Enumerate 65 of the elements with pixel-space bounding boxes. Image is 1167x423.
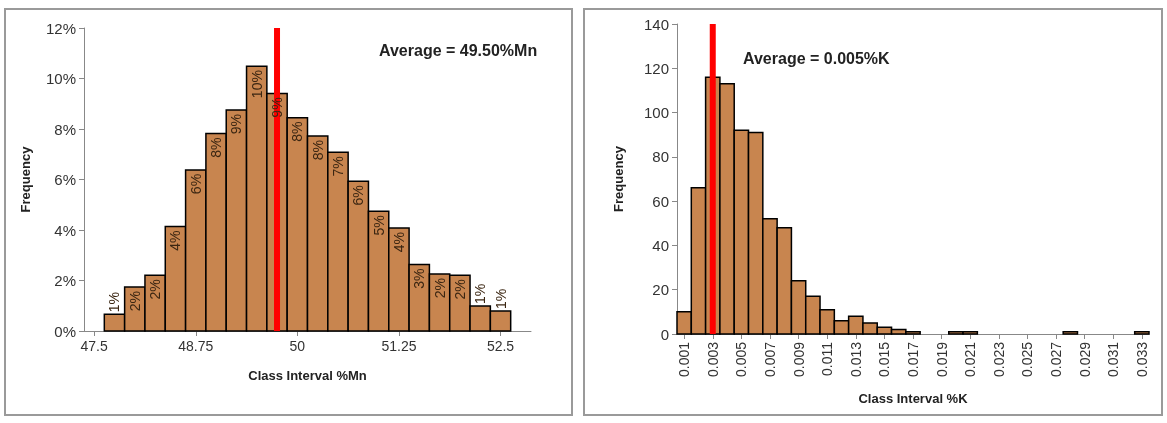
data-label: 2% [431, 277, 448, 299]
data-label: 2% [147, 279, 164, 300]
x-tick-label: 0.025 [1019, 341, 1036, 378]
data-label: 1% [106, 292, 123, 313]
x-tick-label: 0.031 [1105, 341, 1122, 378]
y-tick-label: 20 [652, 281, 669, 299]
x-tick-label: 0.023 [990, 341, 1007, 378]
x-tick-label: 0.011 [819, 341, 836, 376]
y-tick-label: 4% [54, 221, 76, 239]
x-tick-label: 0.033 [1133, 341, 1150, 378]
data-label: 2% [126, 291, 143, 312]
y-tick-label: 12% [45, 19, 76, 37]
x-tick-label: 48.75 [178, 338, 214, 354]
x-tick-label: 0.007 [761, 341, 778, 378]
data-label: 2% [451, 279, 468, 300]
y-tick-label: 140 [643, 15, 669, 33]
x-tick-label: 0.017 [905, 341, 921, 378]
x-tick-label: 0.005 [733, 341, 750, 378]
data-label: 5% [370, 215, 387, 236]
y-tick-label: 40 [652, 236, 669, 254]
data-label: 8% [208, 137, 225, 158]
x-tick-label: 47.5 [80, 338, 108, 354]
y-tick-label: 80 [652, 148, 669, 166]
data-label: 4% [390, 231, 407, 253]
x-axis-title: Class Interval %Mn [248, 368, 367, 383]
x-tick-label: 0.015 [876, 341, 893, 378]
x-tick-label: 50 [289, 338, 306, 354]
y-tick-label: 10% [45, 70, 76, 87]
y-tick-label: 8% [54, 120, 76, 138]
x-tick-label: 0.003 [704, 341, 721, 378]
x-tick-label: 0.027 [1048, 341, 1065, 378]
data-label: 3% [411, 268, 428, 289]
x-tick-label: 51.25 [381, 338, 417, 354]
y-tick-label: 120 [643, 59, 669, 77]
data-label: 9% [228, 114, 245, 135]
x-tick-label: 0.013 [847, 341, 864, 378]
x-tick-label: 0.009 [790, 341, 807, 378]
y-tick-label: 60 [652, 192, 669, 210]
x-axis-title: Class Interval %K [858, 391, 969, 406]
y-tick-label: 0 [660, 325, 669, 343]
y-tick-label: 2% [54, 272, 76, 289]
data-label: 10% [248, 70, 265, 99]
data-label: 6% [187, 173, 204, 195]
data-label: 8% [289, 121, 306, 142]
x-tick-label: 0.021 [962, 341, 979, 378]
y-tick-label: 6% [54, 171, 76, 188]
y-axis-title: Frequency [611, 145, 626, 212]
data-label: 1% [472, 283, 489, 304]
annotation: Average = 49.50%Mn [379, 41, 538, 59]
x-tick-label: 0.029 [1076, 341, 1093, 378]
data-label: 8% [309, 140, 326, 161]
bar [1133, 331, 1150, 335]
x-tick-label: 0.019 [933, 341, 950, 378]
annotation: Average = 0.005%K [743, 49, 891, 67]
y-tick-label: 100 [643, 104, 669, 122]
data-label: 4% [167, 230, 184, 251]
data-label: 9% [269, 97, 286, 118]
x-tick-label: 52.5 [486, 338, 515, 354]
data-label: 1% [492, 288, 509, 310]
y-tick-label: 0% [54, 322, 76, 340]
data-label: 6% [350, 185, 367, 206]
y-axis-title: Frequency [18, 145, 33, 213]
x-tick-label: 0.001 [676, 341, 693, 378]
bar [1062, 331, 1079, 335]
data-label: 7% [329, 156, 346, 177]
